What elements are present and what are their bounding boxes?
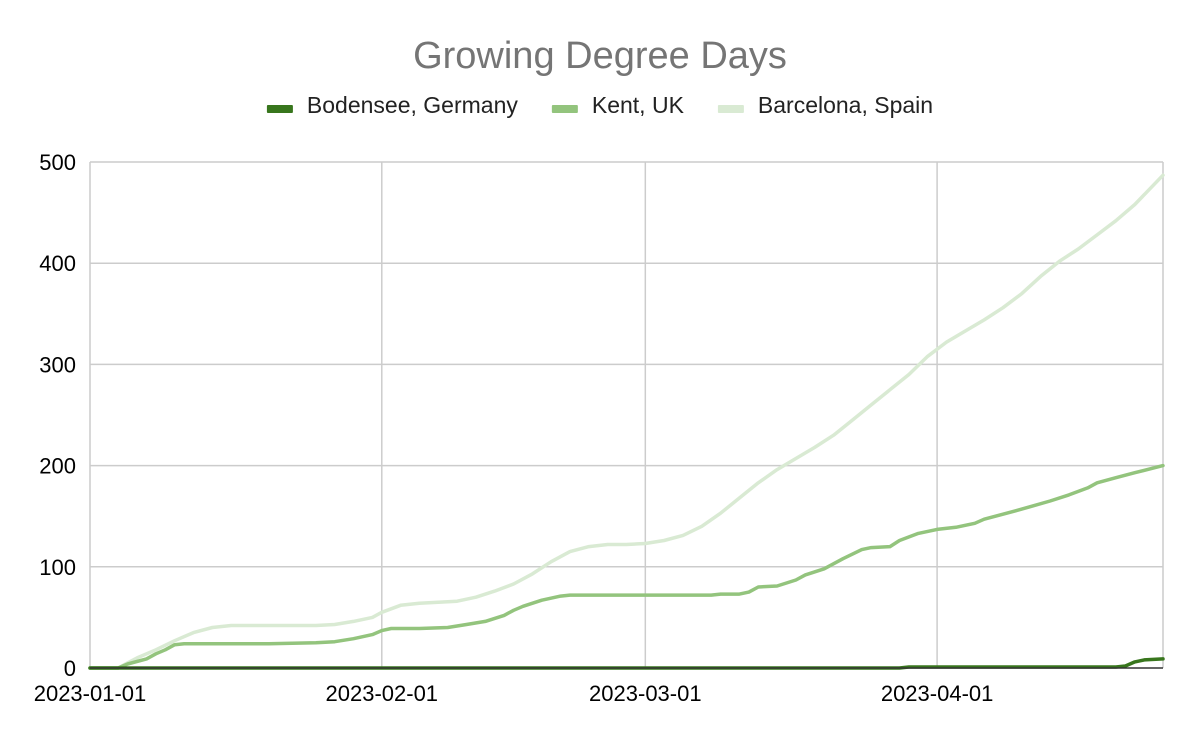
legend-label: Barcelona, Spain bbox=[758, 92, 933, 118]
x-tick-label: 2023-03-01 bbox=[589, 681, 702, 706]
legend: Bodensee, Germany Kent, UK Barcelona, Spai… bbox=[266, 92, 933, 118]
y-tick-label: 100 bbox=[39, 555, 76, 580]
y-tick-label: 400 bbox=[39, 251, 76, 276]
x-tick-label: 2023-02-01 bbox=[326, 681, 439, 706]
y-tick-label: 500 bbox=[39, 150, 76, 175]
legend-item[interactable]: Kent, UK bbox=[551, 92, 685, 118]
y-tick-label: 300 bbox=[39, 352, 76, 377]
chart-title: Growing Degree Days bbox=[413, 35, 787, 77]
legend-swatch bbox=[551, 105, 578, 113]
legend-label: Bodensee, Germany bbox=[307, 92, 518, 118]
series-line-kent-uk bbox=[88, 463, 1165, 670]
series-line-barcelona-spain bbox=[88, 173, 1165, 670]
legend-label: Kent, UK bbox=[592, 92, 685, 118]
legend-item[interactable]: Bodensee, Germany bbox=[266, 92, 518, 118]
x-tick-label: 2023-01-01 bbox=[34, 681, 147, 706]
legend-item[interactable]: Barcelona, Spain bbox=[717, 92, 933, 118]
y-axis-ticks: 0 100 200 300 400 500 bbox=[39, 150, 76, 681]
legend-swatch bbox=[717, 105, 744, 113]
legend-swatch bbox=[266, 105, 293, 113]
series-line-bodensee-germany bbox=[88, 657, 1165, 670]
x-tick-label: 2023-04-01 bbox=[881, 681, 994, 706]
y-tick-label: 200 bbox=[39, 454, 76, 479]
y-tick-label: 0 bbox=[64, 656, 76, 681]
series-lines bbox=[88, 173, 1165, 670]
x-axis-ticks: 2023-01-01 2023-02-01 2023-03-01 2023-04-01 bbox=[34, 681, 994, 706]
gridlines bbox=[89, 161, 1164, 668]
